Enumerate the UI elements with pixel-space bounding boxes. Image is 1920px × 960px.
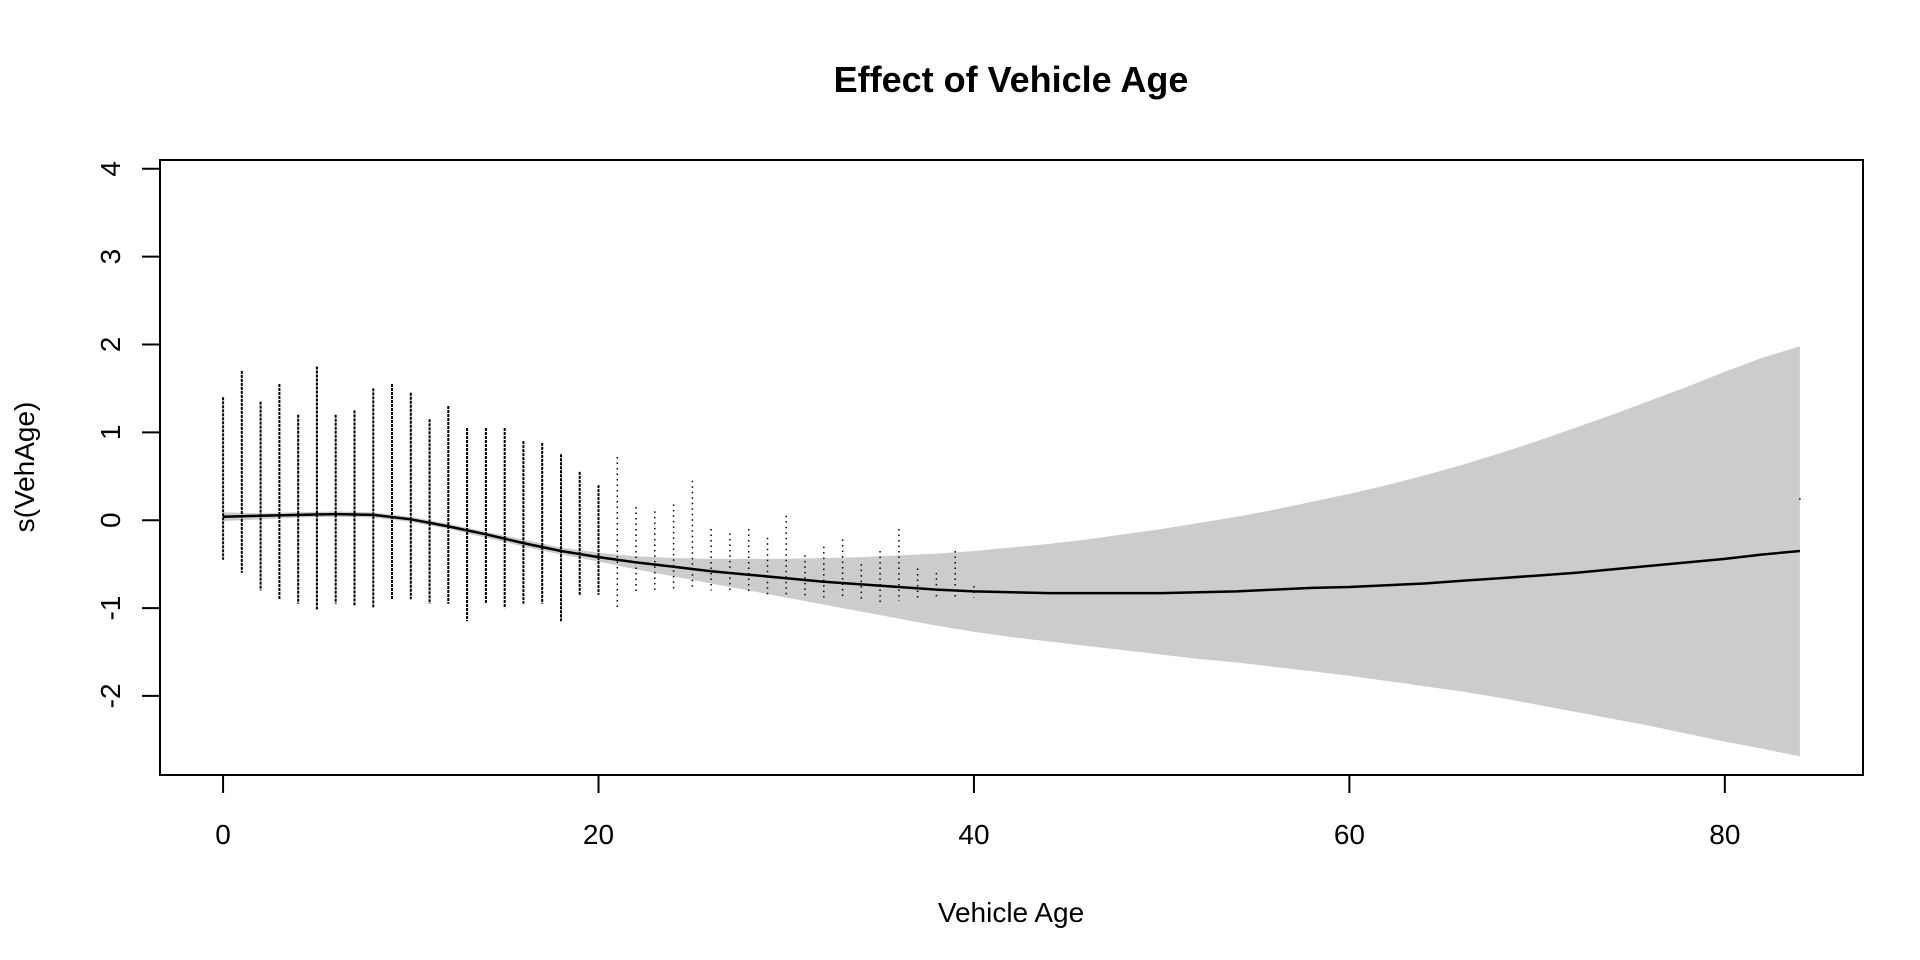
- smooth-line: [223, 512, 1801, 595]
- residual-points-layer: [222, 366, 1801, 622]
- y-tick-label--1: -1: [95, 596, 126, 621]
- x-tick-label-80: 80: [1709, 819, 1740, 850]
- x-tick-label-0: 0: [215, 819, 231, 850]
- confidence-band: [223, 346, 1800, 757]
- y-tick-label--2: -2: [95, 683, 126, 708]
- y-tick-label-2: 2: [95, 337, 126, 353]
- y-tick-label-0: 0: [95, 512, 126, 528]
- y-tick-label-4: 4: [95, 161, 126, 177]
- y-axis: -2 -1 0 1 2 3 4: [95, 161, 161, 708]
- x-tick-label-60: 60: [1334, 819, 1365, 850]
- y-tick-label-3: 3: [95, 249, 126, 265]
- smooth-line-layer: [223, 512, 1801, 595]
- confidence-band-layer: [223, 346, 1800, 757]
- y-axis-title: s(VehAge): [9, 402, 40, 533]
- x-tick-label-20: 20: [583, 819, 614, 850]
- x-tick-label-40: 40: [958, 819, 989, 850]
- chart-title: Effect of Vehicle Age: [834, 59, 1189, 100]
- y-tick-label-1: 1: [95, 425, 126, 441]
- x-axis: 0 20 40 60 80: [215, 774, 1740, 850]
- x-axis-title: Vehicle Age: [938, 897, 1084, 928]
